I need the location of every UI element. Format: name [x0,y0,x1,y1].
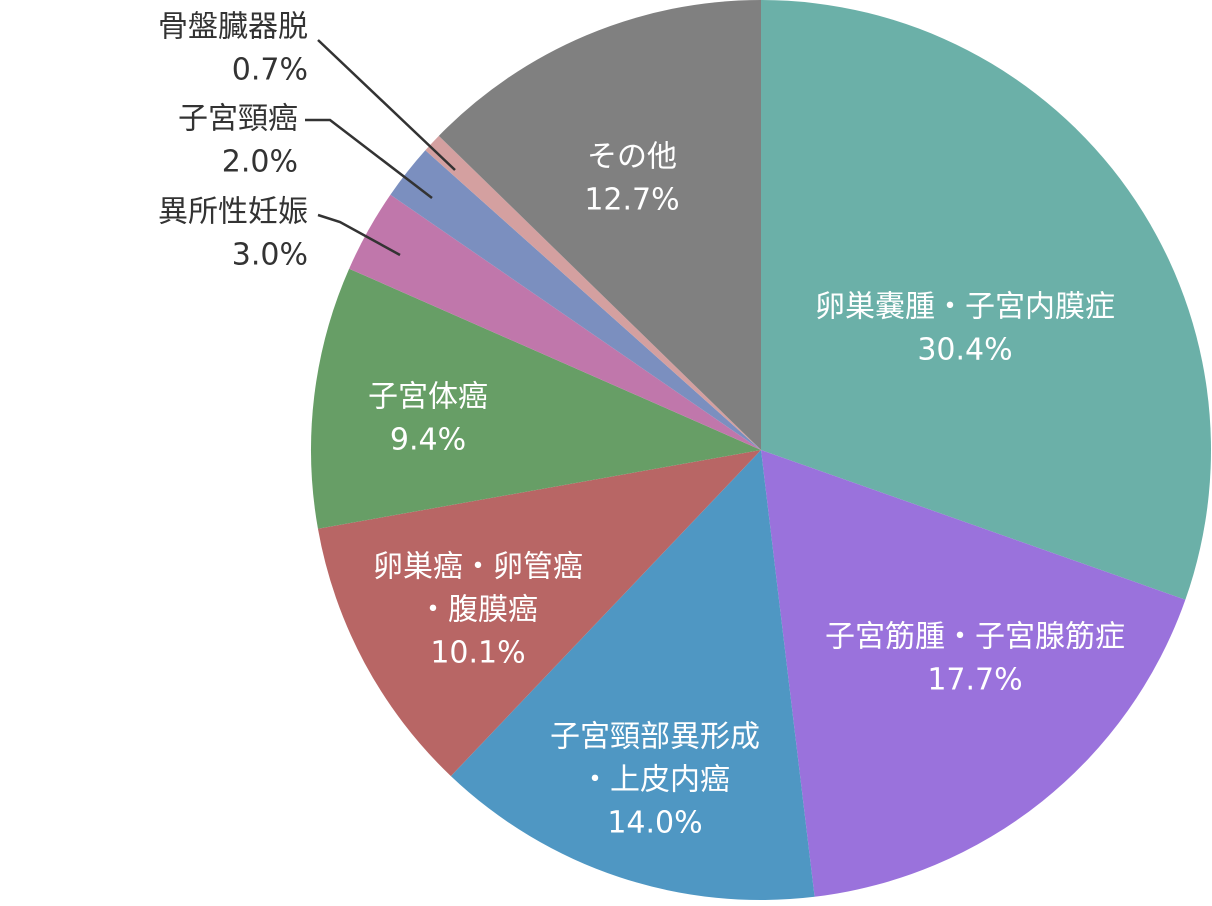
value-label: 2.0% [222,145,298,180]
leader-line [317,213,401,257]
pie-slice [390,150,761,450]
pie-slice [317,450,761,777]
slice-label: 卵巣嚢腫・子宮内膜症 [815,290,1115,325]
value-label: 3.0% [232,238,308,273]
slice-label: 子宮体癌 [368,380,488,415]
slice-label: 子宮頸癌 [178,102,298,137]
value-label: 10.1% [430,636,525,671]
leader-line [317,39,456,171]
value-label: 17.7% [927,663,1022,698]
slice-label: その他 [587,140,677,175]
leader-line [305,118,433,199]
value-label: 12.7% [584,183,679,218]
slice-label: ・上皮内癌 [580,763,730,798]
slice-label: 異所性妊娠 [158,195,308,230]
pie-slice [425,135,761,450]
value-label: 30.4% [917,333,1012,368]
slice-label: ・腹膜癌 [418,593,538,628]
pie-slice [349,194,761,450]
slice-label: 子宮頸部異形成 [550,720,760,755]
pie-slice [438,0,761,450]
pie-slice [311,268,761,529]
pie-slice [450,450,815,900]
value-label: 9.4% [390,423,466,458]
value-label: 14.0% [607,806,702,841]
pie-slice [761,0,1211,600]
value-label: 0.7% [232,53,308,88]
pie-slice [761,450,1186,897]
slice-label: 子宮筋腫・子宮腺筋症 [825,620,1125,655]
slice-label: 骨盤臓器脱 [158,10,308,45]
slice-label: 卵巣癌・卵管癌 [373,550,583,585]
